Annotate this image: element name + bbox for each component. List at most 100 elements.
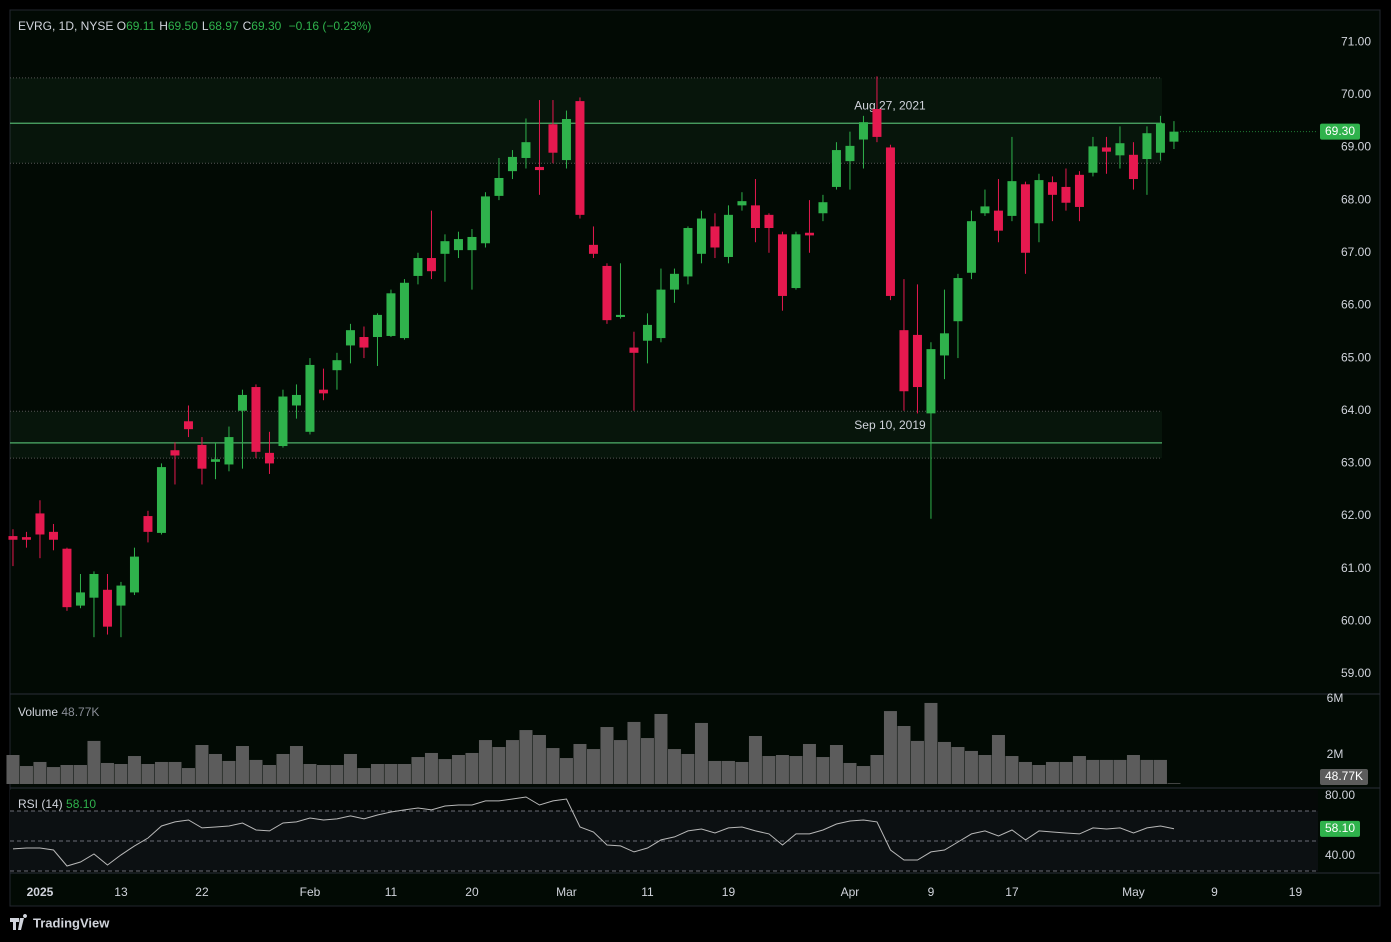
rsi-legend: RSI (14) 58.10 [18, 797, 96, 811]
volume-bar [1045, 761, 1059, 784]
candle-body [399, 282, 409, 339]
candle-body [669, 273, 679, 290]
volume-bar [141, 763, 155, 784]
level-label: Aug 27, 2021 [854, 98, 926, 112]
field-value: 69.11 [126, 19, 156, 33]
volume-bar [6, 754, 20, 784]
field-value: 68.97 [208, 19, 239, 33]
volume-bar [411, 757, 425, 784]
x-tick-label: Feb [300, 885, 321, 899]
volume-bar [478, 740, 492, 784]
x-tick-label: 11 [641, 885, 654, 899]
candle-body [359, 337, 369, 348]
volume-bar [856, 766, 870, 784]
x-tick-label: May [1122, 885, 1145, 899]
x-tick-label: 9 [928, 885, 935, 899]
candle-body [723, 214, 733, 257]
volume-bar [937, 741, 951, 784]
rsi-tick-label: 80.00 [1325, 788, 1355, 802]
candle-body [48, 531, 58, 540]
volume-bar [816, 757, 830, 784]
rsi-value: 58.10 [66, 797, 97, 811]
volume-tick-label: 6M [1327, 691, 1344, 705]
candle-body [872, 109, 882, 137]
candle-body [156, 467, 166, 533]
candle-body [345, 330, 355, 346]
candle-body [656, 289, 666, 339]
candle-body [1074, 174, 1084, 207]
price-tag-bg [1320, 123, 1360, 140]
candle-body [845, 145, 855, 162]
volume-bar [519, 730, 533, 784]
candle-body [453, 239, 463, 251]
volume-bar [681, 753, 695, 784]
field-key: C [242, 19, 252, 33]
volume-bar [1113, 759, 1127, 784]
candle-body [696, 218, 706, 254]
candle-body [615, 314, 625, 318]
volume-bar [60, 765, 74, 784]
candle-body [926, 349, 936, 414]
candle-body [21, 537, 31, 540]
candle-body [480, 196, 490, 244]
y-tick-label: 70.00 [1341, 87, 1371, 101]
volume-bar [222, 760, 236, 784]
rsi-tick-label: 40.00 [1325, 848, 1355, 862]
candle-body [629, 347, 639, 353]
candle-body [885, 147, 895, 296]
candle-body [1047, 182, 1057, 195]
volume-title: Volume [18, 705, 59, 719]
candle-body [291, 394, 301, 406]
x-tick-label: 19 [1289, 885, 1303, 899]
volume-bar [46, 767, 60, 784]
candle-body [467, 236, 477, 251]
candle-body [183, 421, 193, 430]
candle-body [264, 452, 274, 464]
volume-bar [330, 765, 344, 784]
volume-bar [1126, 754, 1140, 784]
x-tick-label: 13 [114, 885, 128, 899]
x-tick-label: 11 [385, 885, 398, 899]
volume-bar [168, 761, 182, 784]
volume-bar [1059, 761, 1073, 784]
volume-bar [1153, 759, 1167, 784]
volume-bar [559, 758, 573, 784]
candle-body [980, 206, 990, 214]
x-tick-label: 20 [465, 885, 479, 899]
volume-bar [424, 752, 438, 784]
legend-header: EVRG, 1D, NYSE O69.11 H69.50 L68.97 C69.30 … [18, 19, 371, 33]
x-tick-label: Apr [841, 885, 860, 899]
y-tick-label: 64.00 [1341, 403, 1371, 417]
candle-body [575, 101, 585, 215]
volume-bar [991, 734, 1005, 784]
candle-body [912, 334, 922, 388]
candle-body [683, 228, 693, 277]
volume-bar [19, 766, 33, 784]
volume-bar [735, 761, 749, 784]
volume-bar [586, 749, 600, 784]
volume-bar [1032, 765, 1046, 784]
candle-body [737, 201, 747, 206]
candle-body [62, 548, 72, 608]
candle-body [143, 516, 153, 532]
rsi-tag-bg [1320, 820, 1360, 837]
candle-body [764, 214, 774, 229]
volume-bar [1018, 761, 1032, 784]
volume-bar [843, 762, 857, 784]
candle-body [129, 556, 139, 593]
y-tick-label: 68.00 [1341, 192, 1371, 206]
candle-body [75, 592, 85, 606]
volume-bar [249, 759, 263, 784]
candle-body [899, 330, 909, 392]
volume-bar [870, 754, 884, 784]
brand: TradingView [10, 914, 110, 930]
volume-bar [978, 754, 992, 784]
field-value: 69.30 [251, 19, 282, 33]
level-label: Sep 10, 2019 [854, 418, 926, 432]
volume-bar [87, 740, 101, 784]
candle-body [1007, 181, 1017, 216]
candle-body [548, 124, 558, 153]
level-zone [10, 77, 1162, 164]
volume-bar [1072, 756, 1086, 784]
